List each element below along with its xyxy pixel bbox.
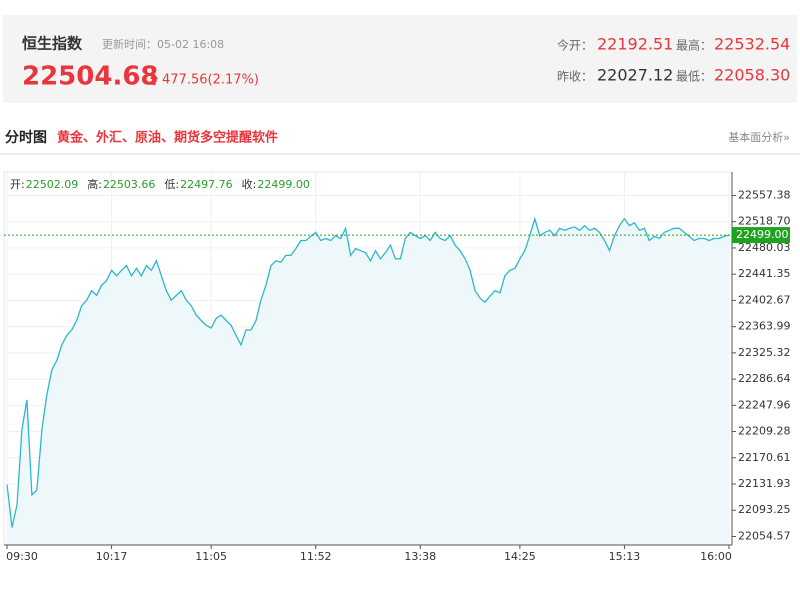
- x-tick-label: 15:13: [609, 550, 641, 563]
- y-tick-label: 22131.93: [738, 477, 791, 490]
- ref-label-box: [732, 227, 790, 244]
- info-label: 开:: [10, 178, 25, 191]
- up-arrow: [150, 73, 158, 85]
- area: [7, 218, 729, 546]
- x-tick-label: 13:38: [404, 550, 436, 563]
- update-time: 更新时间：05-02 16:08: [102, 37, 224, 51]
- y-tick-label: 22441.35: [738, 267, 791, 280]
- x-tick-label: 11:52: [300, 550, 332, 563]
- plot: [4, 172, 732, 546]
- y-tick-label: 22170.61: [738, 451, 791, 464]
- overlay: 22054.57 22093.25 22131.93 22170.61 22209.28…: [4, 177, 791, 563]
- x-tick-label: 11:05: [195, 550, 227, 563]
- stat-label: 最高：: [676, 38, 712, 53]
- stat-value: 22027.12: [597, 66, 673, 85]
- section-title: 分时图: [5, 129, 47, 146]
- y-tick-label: 22518.70: [738, 215, 791, 228]
- ref-label: 22499.00: [736, 228, 789, 241]
- header-panel: [3, 15, 797, 103]
- info-label: 高:: [87, 177, 102, 191]
- y-tick-label: 22402.67: [738, 293, 791, 306]
- change: 477.56(2.17%): [162, 73, 259, 88]
- x-tick-label: 14:25: [504, 550, 536, 563]
- y-tick-label: 22209.28: [738, 425, 791, 438]
- stat-label: 今开：: [557, 38, 593, 53]
- index-name: 恒生指数: [22, 35, 83, 53]
- price-line: [6, 216, 730, 528]
- info-value: 22497.76: [180, 178, 233, 191]
- y-tick-label: 22093.25: [738, 503, 791, 516]
- y-tick-label: 22557.38: [738, 188, 791, 201]
- analysis-link[interactable]: 基本面分析»: [728, 130, 790, 144]
- info-label: 收:: [242, 177, 257, 191]
- info-label: 低:: [164, 178, 179, 191]
- info-value: 22503.66: [103, 178, 156, 191]
- stat-value: 22058.30: [714, 66, 790, 85]
- x-tick-label: 10:17: [96, 550, 128, 563]
- stat-label: 最低：: [676, 70, 712, 84]
- price: 22504.68: [22, 62, 159, 92]
- y-tick-label: 22363.99: [738, 320, 791, 333]
- info-value: 22499.00: [257, 178, 310, 191]
- x-tick-label: 09:30: [6, 550, 38, 563]
- stat-value: 22192.51: [597, 35, 673, 54]
- promo-link[interactable]: 黄金、外汇、原油、期货多空提醒软件: [57, 130, 278, 146]
- y-tick-label: 22054.57: [738, 529, 791, 542]
- y-tick-label: 22247.96: [738, 398, 791, 411]
- stat-label: 昨收：: [557, 70, 593, 84]
- y-tick-label: 22480.03: [738, 241, 791, 254]
- info-value: 22502.09: [26, 178, 79, 191]
- y-tick-label: 22325.32: [738, 346, 791, 359]
- y-tick-label: 22286.64: [738, 372, 791, 385]
- stat-value: 22532.54: [714, 35, 790, 54]
- x-tick-label: 16:00: [700, 550, 732, 563]
